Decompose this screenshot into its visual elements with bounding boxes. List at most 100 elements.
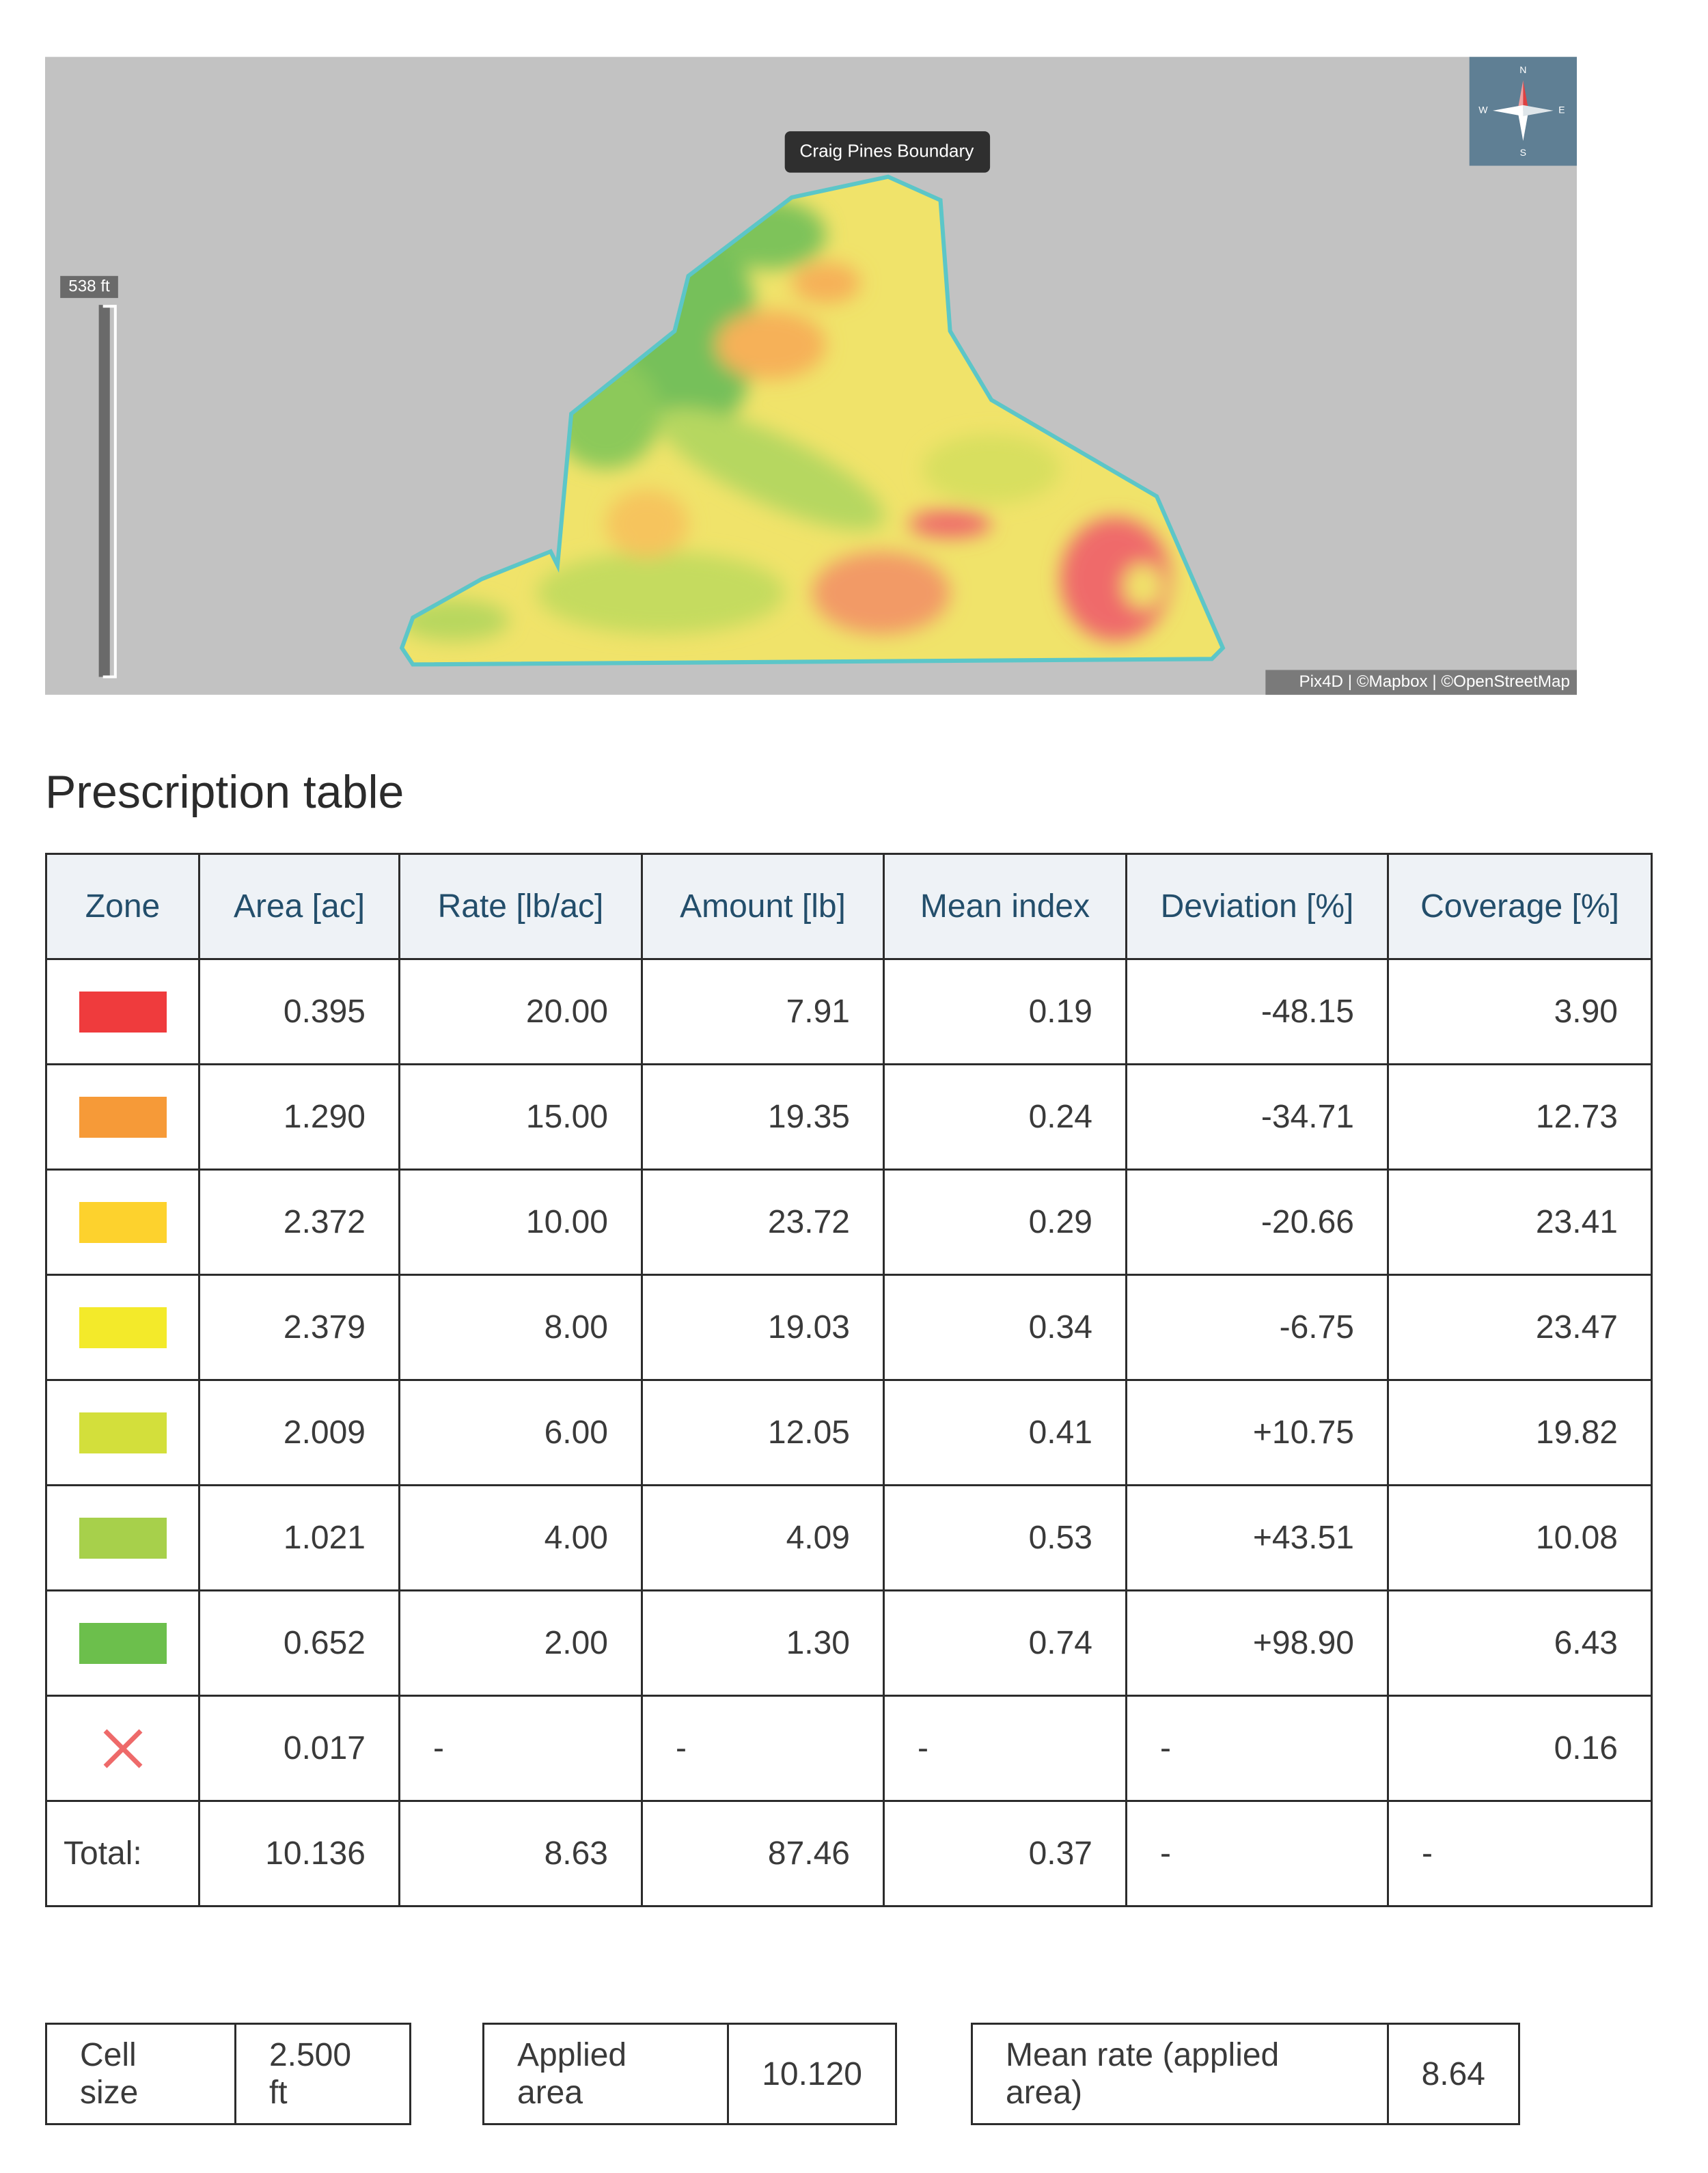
table-cell: - (883, 1695, 1127, 1802)
prescription-table: Zone Area [ac] Rate [lb/ac] Amount [lb] Mean… (45, 853, 1653, 1907)
zone-cell (45, 1063, 200, 1171)
table-cell: 0.395 (198, 958, 400, 1065)
table-cell: 0.41 (883, 1379, 1127, 1486)
zone-cell (45, 1695, 200, 1802)
table-cell: +10.75 (1125, 1379, 1389, 1486)
table-cell: 19.35 (641, 1063, 885, 1171)
summary-label: Applied area (517, 2037, 627, 2111)
header-row: Zone Area [ac] Rate [lb/ac] Amount [lb] Mean… (45, 853, 1653, 960)
column-header: Mean index (883, 853, 1127, 960)
column-header: Deviation [%] (1125, 853, 1389, 960)
table-cell: - (1387, 1800, 1653, 1907)
column-header: Coverage [%] (1387, 853, 1653, 960)
zone-swatch (79, 1517, 167, 1559)
summary-value: 8.64 (1386, 2025, 1518, 2123)
summary-box: Cell size 2.500 ft (45, 2023, 411, 2125)
zone-label: Total: (45, 1800, 200, 1907)
table-cell: 0.652 (198, 1589, 400, 1697)
zone-swatch (79, 1622, 167, 1664)
table-cell: 2.379 (198, 1274, 400, 1381)
zone-swatch (79, 1412, 167, 1453)
table-cell: - (1125, 1695, 1389, 1802)
table-cell: 4.00 (398, 1484, 643, 1591)
column-header: Rate [lb/ac] (398, 853, 643, 960)
table-cell: 10.00 (398, 1168, 643, 1276)
table-row: 2.009 6.00 12.05 0.41 +10.75 19.82 (45, 1379, 1653, 1486)
zone-cell (45, 958, 200, 1065)
table-row: 1.290 15.00 19.35 0.24 -34.71 12.73 (45, 1063, 1653, 1171)
table-cell: +43.51 (1125, 1484, 1389, 1591)
table-cell: 0.24 (883, 1063, 1127, 1171)
table-cell: 23.47 (1387, 1274, 1653, 1381)
table-cell: 87.46 (641, 1800, 885, 1907)
table-cell: 10.136 (198, 1800, 400, 1907)
field-map: Craig Pines Boundary 538 ft N W E S Pix4… (45, 57, 1577, 695)
zone-cell (45, 1274, 200, 1381)
summary-label: Cell size (80, 2037, 139, 2111)
zone-cell (45, 1379, 200, 1486)
table-cell: 6.00 (398, 1379, 643, 1486)
table-cell: 0.16 (1387, 1695, 1653, 1802)
table-cell: 3.90 (1387, 958, 1653, 1065)
zone-swatch (79, 1201, 167, 1243)
summary-box: Mean rate (applied area) 8.64 (971, 2023, 1520, 2125)
table-cell: -34.71 (1125, 1063, 1389, 1171)
compass-n: N (1519, 64, 1526, 75)
table-cell: 0.017 (198, 1695, 400, 1802)
table-cell: 8.00 (398, 1274, 643, 1381)
table-cell: 20.00 (398, 958, 643, 1065)
table-row: 1.021 4.00 4.09 0.53 +43.51 10.08 (45, 1484, 1653, 1591)
zone-swatch (79, 991, 167, 1033)
table-cell: 19.82 (1387, 1379, 1653, 1486)
scale-label: 538 ft (68, 277, 110, 295)
boundary-tooltip (784, 131, 991, 173)
field-boundary (399, 174, 1226, 667)
boundary-label: Craig Pines Boundary (799, 140, 974, 161)
table-cell: 2.009 (198, 1379, 400, 1486)
table-cell: +98.90 (1125, 1589, 1389, 1697)
scale-bar (98, 305, 110, 677)
table-cell: 0.19 (883, 958, 1127, 1065)
table-cell: - (1125, 1800, 1389, 1907)
summary-value: 2.500 ft (234, 2025, 409, 2123)
table-cell: 7.91 (641, 958, 885, 1065)
table-cell: 0.37 (883, 1800, 1127, 1907)
table-cell: 23.41 (1387, 1168, 1653, 1276)
table-cell: 19.03 (641, 1274, 885, 1381)
table-cell: 1.021 (198, 1484, 400, 1591)
summary-label: Mean rate (applied area) (1006, 2037, 1280, 2111)
table-cell: 2.372 (198, 1168, 400, 1276)
compass-rose (1493, 80, 1554, 141)
table-cell: 0.34 (883, 1274, 1127, 1381)
compass-w: W (1478, 105, 1488, 115)
table-row: 0.017- - - -0.16 (45, 1695, 1653, 1802)
table-cell: - (641, 1695, 885, 1802)
table-cell: 15.00 (398, 1063, 643, 1171)
table-cell: -6.75 (1125, 1274, 1389, 1381)
column-header: Zone (45, 853, 200, 960)
table-cell: - (398, 1695, 643, 1802)
zone-swatch (79, 1307, 167, 1348)
table-row: 2.372 10.00 23.72 0.29 -20.66 23.41 (45, 1168, 1653, 1276)
table-cell: 8.63 (398, 1800, 643, 1907)
zone-cell (45, 1589, 200, 1697)
column-header: Amount [lb] (641, 853, 885, 960)
compass-s: S (1520, 147, 1526, 158)
table-row: Total: 10.136 8.63 87.46 0.37- - (45, 1800, 1653, 1907)
no-data-icon (103, 1729, 142, 1768)
scale-bracket (102, 305, 117, 679)
table-cell: 1.290 (198, 1063, 400, 1171)
table-row: 2.379 8.00 19.03 0.34 -6.75 23.47 (45, 1274, 1653, 1381)
table-cell: 2.00 (398, 1589, 643, 1697)
table-cell: 12.05 (641, 1379, 885, 1486)
table-cell: -48.15 (1125, 958, 1389, 1065)
zone-cell (45, 1484, 200, 1591)
summary-value: 10.120 (727, 2025, 895, 2123)
table-cell: 23.72 (641, 1168, 885, 1276)
summary-box: Applied area 10.120 (482, 2023, 897, 2125)
table-row: 0.652 2.00 1.30 0.74 +98.90 6.43 (45, 1589, 1653, 1697)
zone-swatch (79, 1096, 167, 1138)
table-cell: 12.73 (1387, 1063, 1653, 1171)
attribution-bg (1265, 670, 1577, 695)
